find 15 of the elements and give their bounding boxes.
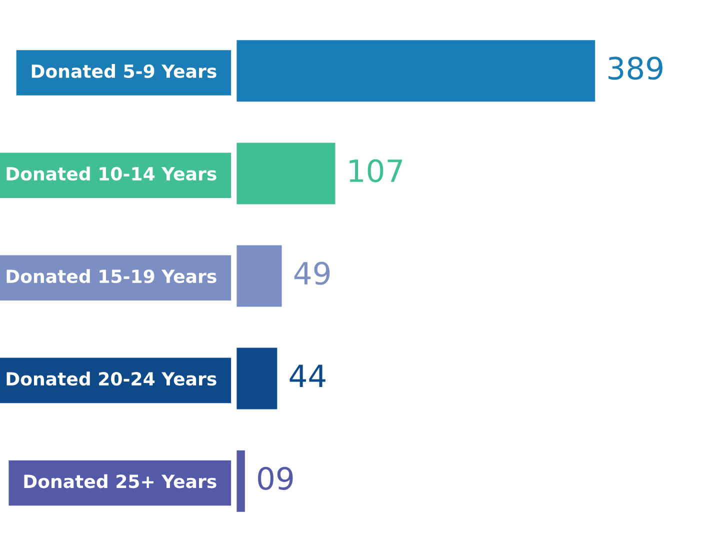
- y-tick-label: Donated 5-9 Years: [32, 64, 216, 78]
- bar: [236, 450, 245, 512]
- y-tick-label: Donated 20-24 Years: [6, 372, 216, 386]
- bar: [236, 348, 278, 410]
- bar: [236, 142, 336, 204]
- bar: [236, 40, 596, 102]
- y-tick-label: Donated 15-19 Years: [6, 269, 216, 284]
- data-label: 44: [290, 364, 326, 387]
- data-label: 49: [294, 262, 330, 285]
- y-tick-label: Donated 25+ Years: [24, 474, 216, 488]
- data-label: 09: [258, 466, 293, 490]
- bar: [236, 245, 282, 307]
- data-label: 107: [350, 159, 402, 182]
- y-tick-label: Donated 10-14 Years: [6, 166, 216, 181]
- data-label: 389: [608, 56, 662, 80]
